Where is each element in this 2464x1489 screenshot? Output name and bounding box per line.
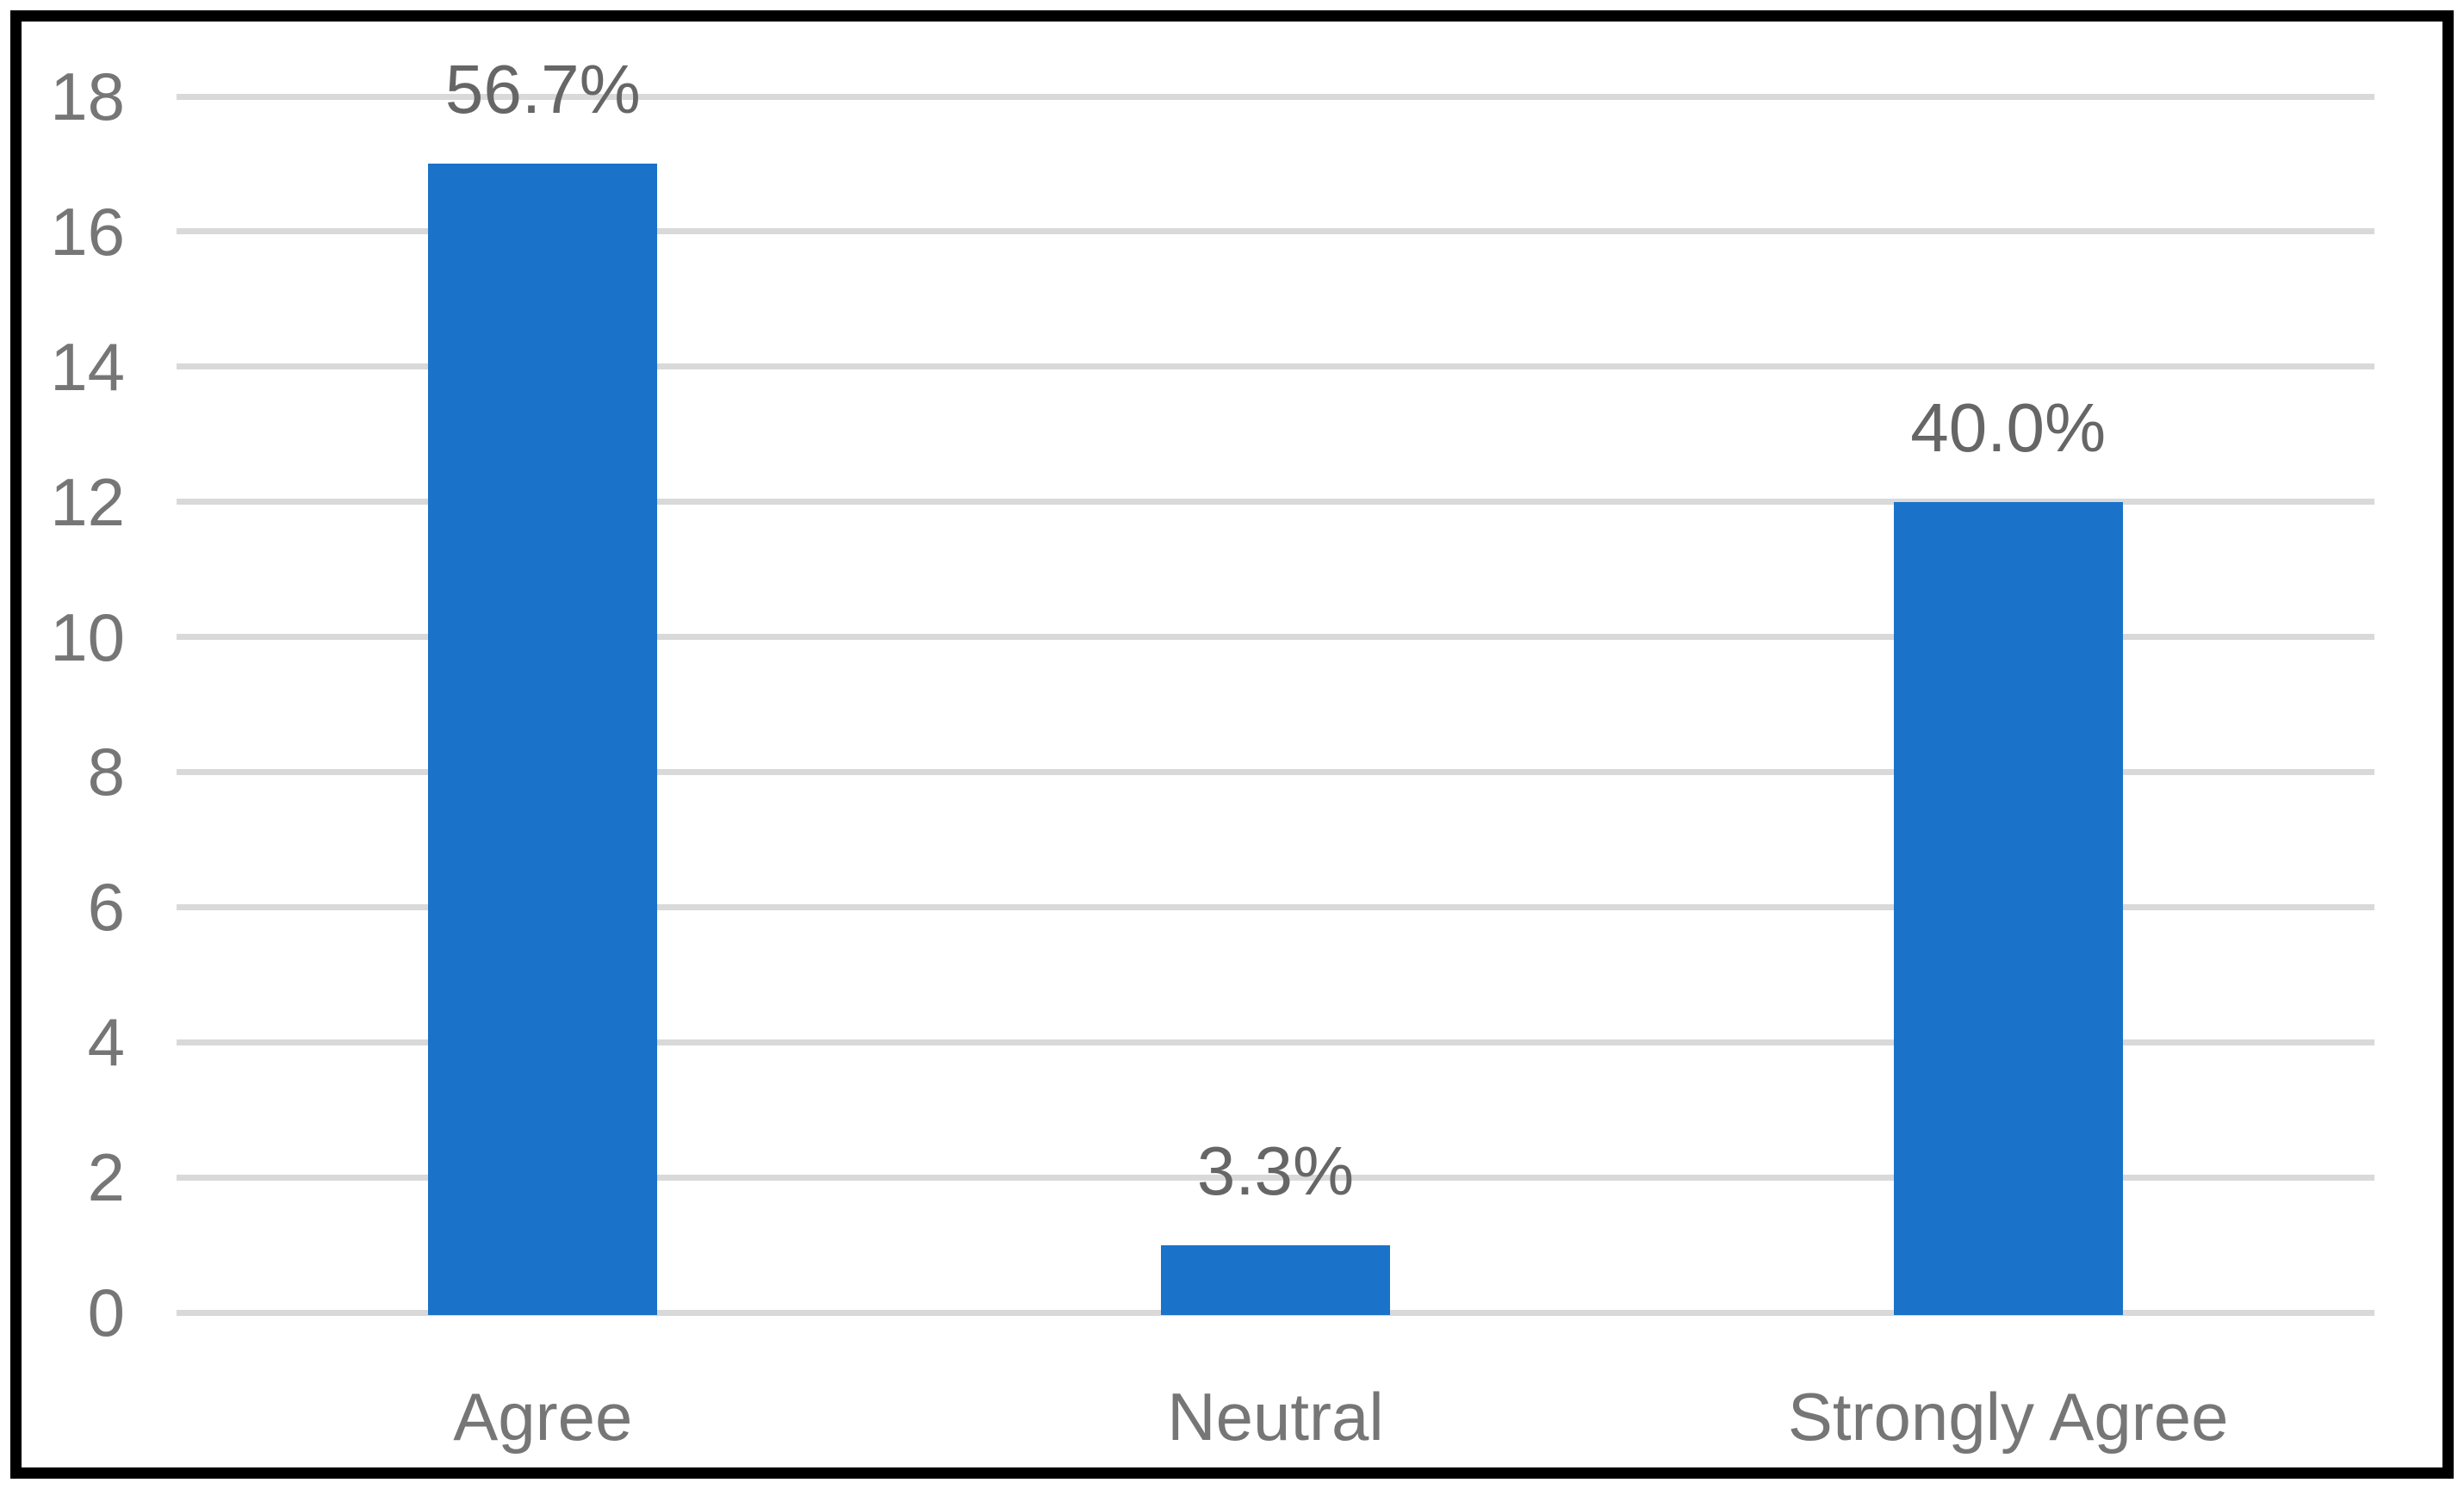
gridline-y-14: [177, 363, 2374, 370]
gridline-y-8: [177, 768, 2374, 775]
y-tick-label-12: 12: [50, 463, 125, 540]
gridline-y-16: [177, 228, 2374, 235]
category-label-neutral: Neutral: [1167, 1379, 1384, 1455]
y-tick-label-18: 18: [50, 59, 125, 134]
gridline-y-6: [177, 903, 2374, 910]
y-tick-label-0: 0: [87, 1275, 125, 1350]
y-tick-label-2: 2: [87, 1139, 125, 1216]
y-tick-label-6: 6: [87, 869, 125, 946]
y-tick-label-16: 16: [50, 193, 125, 270]
y-tick-label-4: 4: [87, 1004, 125, 1081]
data-label-strongly-agree: 40.0%: [1910, 388, 2107, 466]
data-label-agree: 56.7%: [444, 51, 641, 128]
chart-border-frame: [10, 10, 2454, 1479]
gridline-y-18: [177, 93, 2374, 100]
category-label-strongly-agree: Strongly Agree: [1787, 1379, 2229, 1455]
bar-agree: [428, 164, 658, 1316]
gridline-y-4: [177, 1039, 2374, 1045]
gridline-y-10: [177, 634, 2374, 641]
gridline-y-12: [177, 499, 2374, 506]
y-tick-label-14: 14: [50, 328, 125, 405]
y-tick-label-10: 10: [50, 599, 125, 675]
data-label-neutral: 3.3%: [1196, 1132, 1355, 1209]
category-label-agree: Agree: [453, 1379, 633, 1455]
y-tick-label-8: 8: [87, 734, 125, 810]
bar-neutral: [1161, 1244, 1390, 1316]
bar-strongly-agree: [1893, 501, 2123, 1316]
gridline-y-2: [177, 1174, 2374, 1181]
